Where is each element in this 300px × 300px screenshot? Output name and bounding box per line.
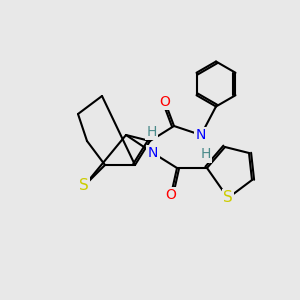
Text: N: N <box>148 146 158 160</box>
Text: S: S <box>79 178 89 194</box>
Text: H: H <box>200 148 211 161</box>
Text: S: S <box>223 190 233 206</box>
Text: H: H <box>146 125 157 139</box>
Text: O: O <box>160 95 170 109</box>
Text: O: O <box>166 188 176 202</box>
Text: N: N <box>196 128 206 142</box>
